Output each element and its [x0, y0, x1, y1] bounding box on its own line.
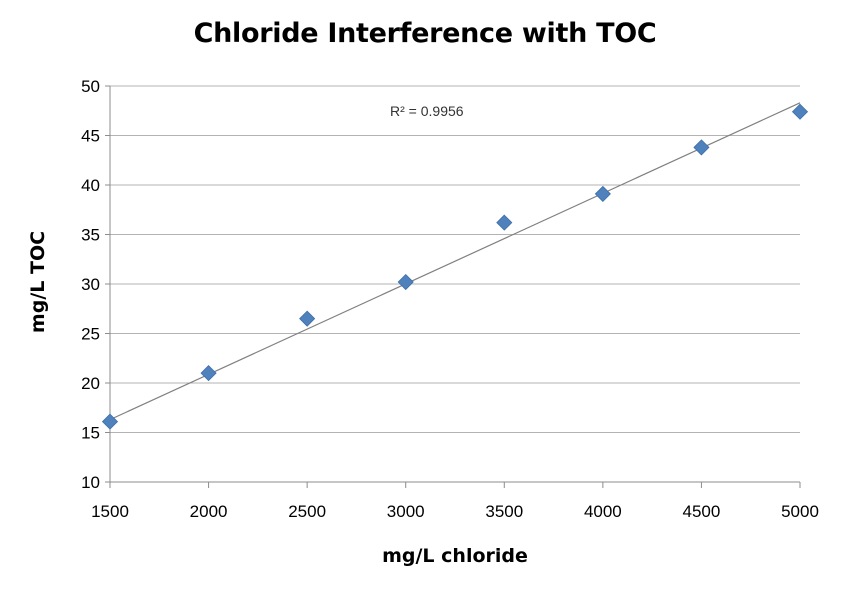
y-tick-25: 25 — [81, 325, 100, 344]
y-tick-labels: 10 15 20 25 30 35 40 45 50 — [81, 77, 100, 492]
y-tick-15: 15 — [81, 424, 100, 443]
y-axis-label: mg/L TOC — [27, 230, 49, 334]
y-tick-50: 50 — [81, 77, 100, 96]
x-tick-4500: 4500 — [683, 502, 721, 521]
x-tick-3000: 3000 — [387, 502, 425, 521]
x-tick-labels: 1500 2000 2500 3000 3500 4000 4500 5000 — [91, 502, 819, 521]
x-tick-2500: 2500 — [288, 502, 326, 521]
y-tick-30: 30 — [81, 275, 100, 294]
data-point-3000 — [397, 273, 414, 291]
x-tick-5000: 5000 — [781, 502, 819, 521]
chart-title: Chloride Interference with TOC — [193, 18, 657, 49]
gridlines — [110, 85, 800, 433]
y-tick-40: 40 — [81, 176, 100, 195]
x-tick-1500: 1500 — [91, 502, 129, 521]
data-point-4500 — [693, 139, 710, 156]
data-point-2500 — [299, 310, 316, 327]
x-tick-3500: 3500 — [485, 502, 523, 521]
x-tick-2000: 2000 — [190, 502, 228, 521]
y-tick-10: 10 — [81, 473, 100, 492]
x-axis-label: mg/L chloride — [382, 545, 528, 567]
data-point-1500 — [101, 413, 119, 430]
y-tick-20: 20 — [81, 374, 100, 393]
trendline-group — [109, 102, 801, 421]
data-point-4000 — [594, 185, 611, 202]
data-point-5000 — [791, 103, 809, 120]
y-tick-45: 45 — [81, 127, 100, 146]
axes — [105, 85, 801, 488]
data-point-2000 — [200, 365, 217, 382]
y-tick-35: 35 — [81, 226, 100, 245]
data-points — [101, 103, 809, 430]
data-point-3500 — [496, 214, 513, 231]
trendline — [109, 102, 801, 421]
r-squared-annotation: R² = 0.9956 — [390, 103, 464, 119]
x-tick-4000: 4000 — [584, 502, 622, 521]
